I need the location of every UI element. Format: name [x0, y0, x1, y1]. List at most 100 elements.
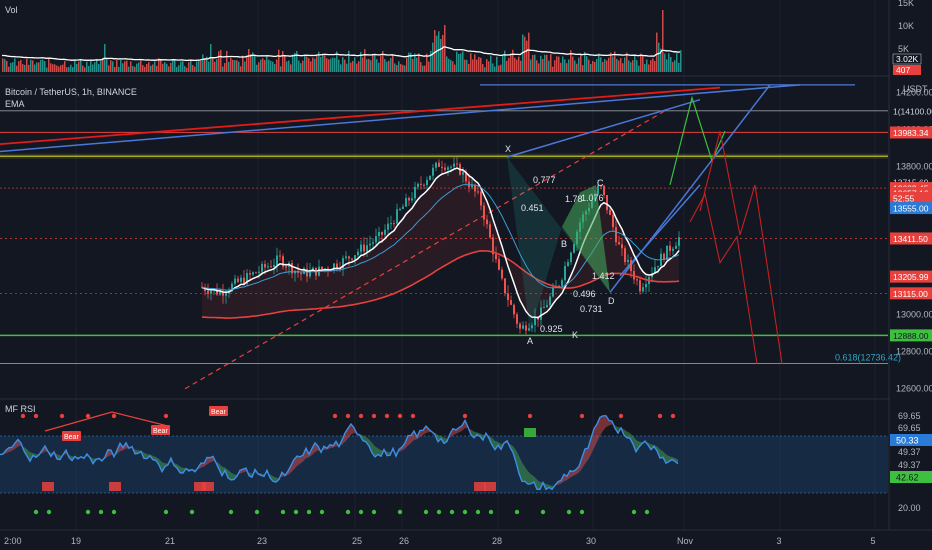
volume-bar: [672, 62, 674, 72]
candle-body: [381, 231, 383, 235]
price-panel[interactable]: Bitcoin / TetherUS, 1h, BINANCE EMA 0.61…: [0, 84, 901, 390]
candle-body: [645, 284, 647, 288]
volume-moving-average: [2, 46, 681, 62]
price-axis[interactable]: 14200.0014000.0013800.0013600.0013400.00…: [890, 87, 932, 394]
volume-bar: [46, 67, 48, 72]
volume-tick-label: 10K: [898, 21, 914, 31]
volume-bar: [170, 62, 172, 72]
volume-bar: [594, 61, 596, 72]
volume-bar: [580, 54, 582, 72]
volume-bar: [328, 59, 330, 72]
rsi-fill-segment: [531, 474, 534, 484]
rsi-fill-segment: [603, 415, 606, 431]
volume-bar: [218, 51, 220, 72]
volume-bar: [212, 57, 214, 72]
volume-bar: [680, 50, 682, 72]
volume-bar: [70, 64, 72, 72]
red-projection-2: [689, 192, 758, 364]
volume-bar: [600, 57, 602, 72]
volume-bar: [320, 57, 322, 72]
volume-bar: [496, 56, 498, 72]
rsi-red-dot: [345, 413, 351, 419]
rsi-green-dot: [345, 509, 351, 515]
volume-panel[interactable]: Vol: [2, 5, 682, 73]
candle-body: [384, 229, 386, 235]
volume-badge-label: 407: [896, 65, 910, 75]
pattern-upper-line: [506, 98, 701, 158]
candle-body: [642, 287, 644, 292]
volume-bar: [602, 61, 604, 72]
volume-bar: [382, 51, 384, 72]
volume-bar: [654, 60, 656, 72]
volume-bar: [150, 65, 152, 72]
volume-bar: [220, 49, 222, 72]
volume-bar: [202, 54, 204, 72]
candle-body: [606, 195, 608, 211]
volume-bar: [562, 56, 564, 72]
candle-body: [414, 186, 416, 199]
volume-bar: [504, 50, 506, 72]
rsi-red-dot: [579, 413, 585, 419]
volume-bar: [506, 60, 508, 72]
volume-bar: [24, 64, 26, 72]
candle-body: [234, 278, 236, 284]
candle-body: [474, 184, 476, 192]
harmonic-pattern: X A B C D K 0.777 0.451 1.781.076 0.496 0.731 0.925…: [505, 144, 615, 346]
rsi-axis[interactable]: 69.6569.6550.3349.3749.3742.6220.0050.33…: [890, 411, 932, 513]
rsi-red-marker: [484, 482, 496, 491]
pattern-point-x: X: [505, 144, 511, 154]
volume-bar: [176, 67, 178, 72]
rsi-fill-segment: [27, 449, 30, 462]
candle-body: [432, 167, 434, 176]
volume-bar: [364, 49, 366, 72]
volume-bar: [510, 53, 512, 72]
volume-bar: [60, 65, 62, 72]
volume-bar: [82, 65, 84, 72]
volume-bar: [480, 57, 482, 72]
rsi-fill-segment: [249, 472, 252, 478]
rsi-panel[interactable]: MF RSI Bear Bear Bear: [0, 404, 888, 515]
volume-bar: [438, 31, 440, 72]
volume-bar: [652, 58, 654, 72]
volume-bar: [314, 58, 316, 72]
rsi-fill-segment: [660, 449, 663, 459]
rsi-fill-segment: [591, 428, 594, 455]
rsi-green-dot: [475, 509, 481, 515]
volume-bar: [148, 62, 150, 72]
rsi-green-dot: [163, 509, 169, 515]
candle-body: [540, 307, 542, 320]
green-projection: [669, 95, 726, 186]
volume-bar: [356, 63, 358, 72]
volume-bar: [528, 32, 530, 72]
candle-body: [321, 266, 323, 270]
volume-bar: [584, 51, 586, 72]
volume-bar: [670, 56, 672, 72]
price-badge: [890, 191, 932, 204]
time-tick-label: 2:00: [4, 536, 22, 546]
volume-bar: [572, 56, 574, 72]
candle-body: [672, 248, 674, 251]
price-badge: [890, 126, 932, 139]
price-tick-label: 13000.00: [896, 310, 932, 320]
candle-body: [360, 244, 362, 252]
volume-bar: [78, 61, 80, 72]
rsi-red-dot: [618, 413, 624, 419]
price-badge: [890, 270, 932, 283]
candle-body: [531, 325, 533, 329]
rsi-fill-segment: [375, 446, 378, 457]
symbol-title: Bitcoin / TetherUS, 1h, BINANCE: [5, 87, 137, 97]
volume-bar: [482, 64, 484, 72]
pattern-shape: [507, 157, 610, 333]
rsi-fill-segment: [411, 430, 414, 443]
time-axis[interactable]: 2:00 19 21 23 25 26 28 30 Nov 3 5: [4, 536, 876, 546]
rising-blue-line-2: [619, 184, 701, 277]
candle-body: [312, 267, 314, 271]
candle-body: [201, 286, 203, 288]
volume-bar: [534, 54, 536, 72]
rsi-green-dot: [358, 509, 364, 515]
volume-bar: [316, 56, 318, 72]
volume-bar: [604, 59, 606, 72]
volume-bar: [62, 64, 64, 72]
